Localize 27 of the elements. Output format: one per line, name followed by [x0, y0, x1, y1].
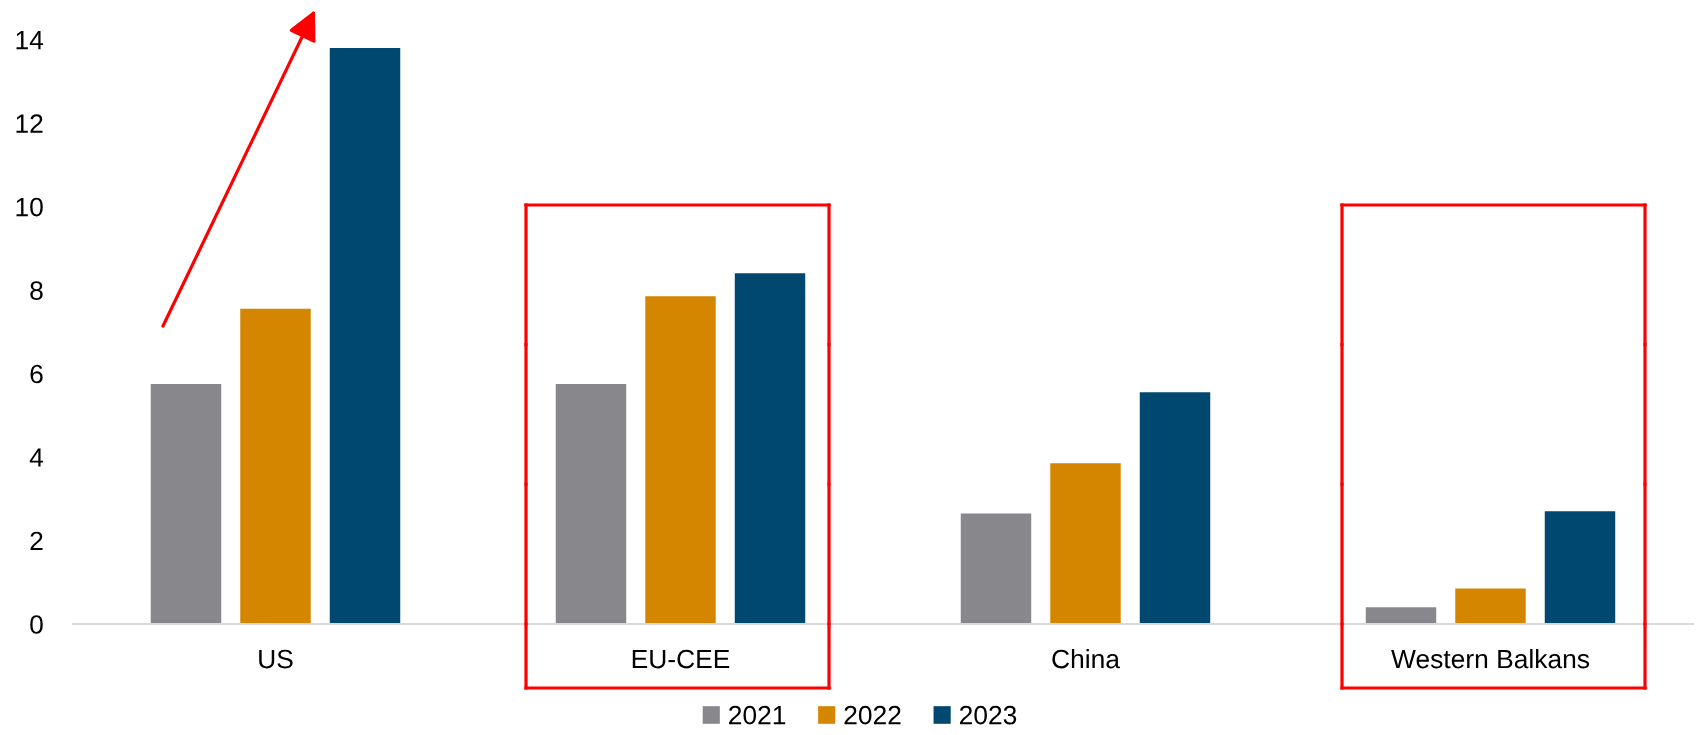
- legend-label: 2021: [729, 705, 786, 725]
- bar: [1050, 463, 1121, 624]
- bar: [1139, 392, 1211, 624]
- y-tick-label: 14: [16, 31, 44, 50]
- y-tick-label: 6: [30, 364, 43, 384]
- bar: [240, 308, 311, 624]
- legend-label: 2023: [959, 705, 1017, 725]
- bar: [150, 383, 222, 624]
- bar: [645, 296, 716, 624]
- y-tick-label: 8: [30, 281, 43, 300]
- bar: [1365, 607, 1437, 624]
- bar: [1544, 511, 1616, 624]
- y-tick-label: 4: [29, 448, 44, 467]
- bar: [960, 513, 1032, 624]
- x-tick-label: EU-CEE: [632, 649, 730, 669]
- bar: [555, 383, 627, 624]
- x-tick-label: US: [259, 649, 293, 669]
- y-tick-label: 2: [30, 531, 43, 551]
- x-tick-label: Western Balkans: [1391, 649, 1590, 669]
- y-tick-label: 10: [16, 197, 43, 217]
- y-tick-label: 0: [30, 615, 43, 634]
- bar: [329, 47, 401, 624]
- bar: [1455, 588, 1526, 624]
- x-tick-label: China: [1052, 649, 1120, 669]
- legend-label: 2022: [844, 705, 901, 725]
- bar: [734, 273, 806, 624]
- y-tick-label: 12: [16, 114, 43, 133]
